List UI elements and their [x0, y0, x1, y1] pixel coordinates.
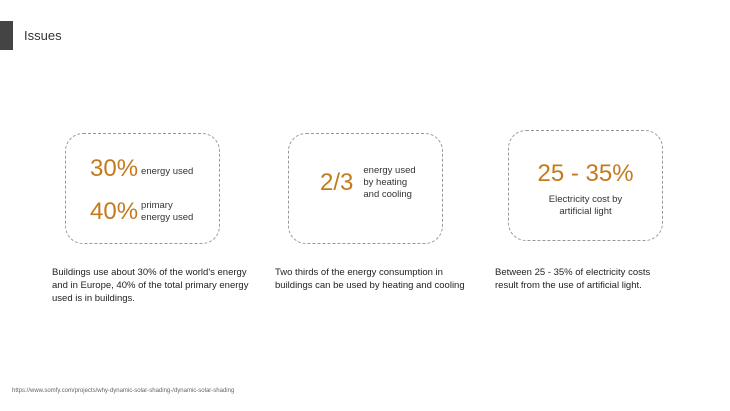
stat-card-lighting: [508, 130, 663, 241]
stat-card-buildings: [65, 133, 220, 244]
stat-label: energy used by heating and cooling: [363, 165, 416, 200]
stat-value: 25 - 35%: [537, 160, 634, 187]
card-description: Between 25 - 35% of electricity costs re…: [495, 267, 651, 291]
stat-card-heating: [288, 133, 443, 244]
stat-label: primary energy used: [141, 200, 194, 223]
source-link[interactable]: https://www.somfy.com/projects/why-dynam…: [12, 388, 235, 394]
stat-label: Electricity cost by artificial light: [548, 194, 623, 217]
stat-value: 30%: [90, 155, 139, 182]
title-accent-bar: [0, 21, 13, 50]
card-description: Buildings use about 30% of the world's e…: [52, 267, 249, 304]
page-title: Issues: [24, 28, 62, 43]
stat-value: 40%: [90, 198, 139, 225]
card-description: Two thirds of the energy consumption in …: [275, 267, 465, 291]
stat-label: energy used: [141, 166, 194, 177]
stat-value: 2/3: [320, 169, 354, 196]
